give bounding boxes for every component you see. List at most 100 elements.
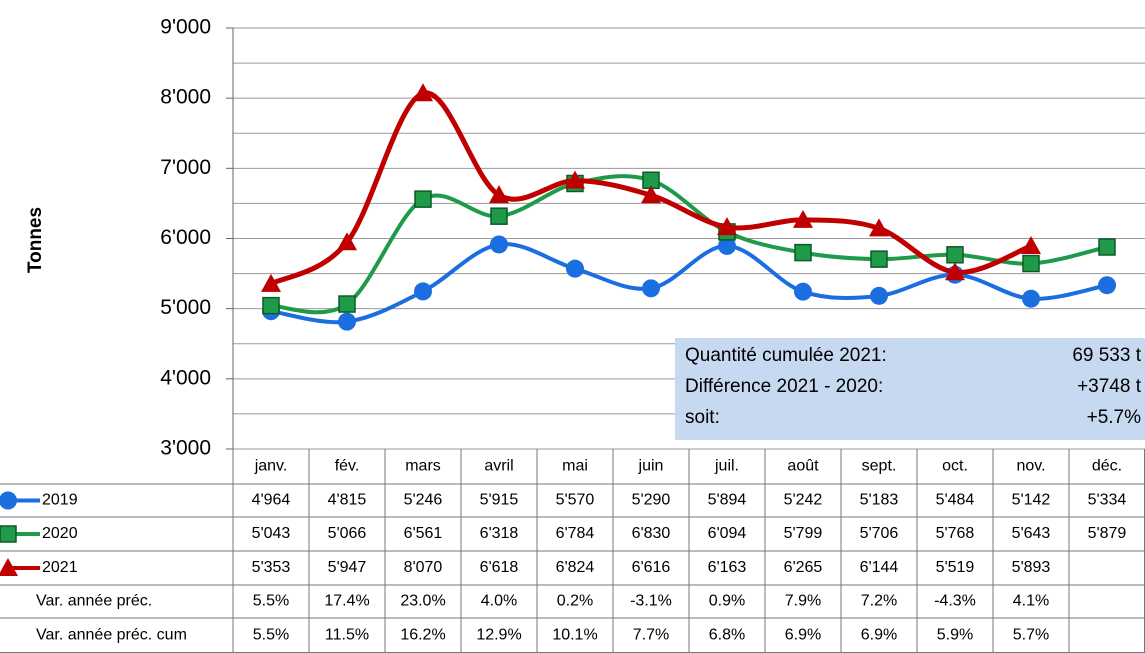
table-cell: 7.2%	[861, 593, 897, 610]
data-label: 6'318	[480, 525, 519, 542]
row-label: Var. année préc. cum	[36, 627, 187, 644]
legend-label: 2020	[42, 525, 78, 542]
x-tick-label: sept.	[862, 458, 897, 475]
data-label: 6'824	[556, 559, 595, 576]
data-point	[1022, 254, 1040, 273]
data-point	[490, 207, 508, 225]
legend-marker	[0, 525, 17, 543]
data-point	[338, 295, 356, 313]
table-cell: 4.0%	[481, 593, 517, 610]
table-cell: 0.2%	[557, 593, 593, 610]
table-cell: 23.0%	[400, 593, 445, 610]
data-point	[794, 282, 812, 301]
legend-label: 2021	[42, 559, 78, 576]
table-cell: 11.5%	[325, 627, 369, 644]
data-point	[566, 259, 584, 278]
data-label: 5'242	[784, 492, 823, 509]
table-cell: 5.5%	[253, 593, 289, 610]
data-label: 6'616	[632, 559, 671, 576]
table-cell: 6.8%	[709, 627, 745, 644]
data-label: 5'043	[252, 525, 291, 542]
data-point	[338, 312, 356, 331]
data-point	[414, 190, 432, 208]
data-label: 6'830	[632, 525, 671, 542]
data-point	[718, 236, 736, 255]
table-cell: 16.2%	[400, 627, 445, 644]
data-label: 4'815	[328, 492, 367, 509]
table-cell: 7.9%	[785, 593, 821, 610]
data-point	[946, 246, 964, 264]
annotation-value: +5.7%	[1087, 407, 1142, 428]
data-label: 5'768	[936, 525, 975, 542]
data-label: 5'799	[784, 525, 823, 542]
table-cell: 5.9%	[937, 627, 973, 644]
annotation-value: +3748 t	[1077, 376, 1142, 397]
table-cell: 10.1%	[552, 627, 597, 644]
data-label: 5'570	[556, 492, 595, 509]
legend-label: 2019	[42, 492, 78, 509]
data-point	[1021, 236, 1041, 255]
table-cell: 0.9%	[709, 593, 745, 610]
x-tick-label: janv.	[254, 458, 288, 475]
data-label: 5'893	[1012, 559, 1051, 576]
data-label: 6'561	[404, 525, 443, 542]
data-point	[945, 262, 965, 281]
data-point	[641, 185, 661, 204]
data-label: 5'246	[404, 492, 443, 509]
y-axis-label: Tonnes	[25, 207, 46, 273]
annotation-label: Différence 2021 - 2020:	[685, 376, 883, 397]
data-label: 5'066	[328, 525, 367, 542]
data-label: 5'290	[632, 492, 671, 509]
table-cell: 7.7%	[633, 627, 669, 644]
x-tick-label: nov.	[1016, 458, 1045, 475]
y-tick-label: 8'000	[160, 86, 211, 109]
data-point	[262, 296, 280, 315]
table-cell: 6.9%	[861, 627, 897, 644]
y-tick-label: 3'000	[160, 437, 211, 460]
data-label: 5'183	[860, 492, 899, 509]
data-label: 5'915	[480, 492, 519, 509]
y-tick-label: 7'000	[160, 156, 211, 179]
annotation-label: Quantité cumulée 2021:	[685, 345, 887, 366]
data-point	[414, 282, 432, 301]
data-point	[870, 286, 888, 305]
x-tick-label: août	[787, 458, 819, 475]
data-point	[489, 185, 509, 204]
data-point	[794, 243, 812, 262]
y-tick-label: 6'000	[160, 226, 211, 249]
data-point	[642, 279, 660, 298]
series-line	[270, 174, 1108, 315]
y-tick-label: 5'000	[160, 296, 211, 319]
data-point	[793, 209, 813, 228]
data-point	[413, 83, 433, 102]
data-label: 6'094	[708, 525, 747, 542]
x-tick-label: juil.	[714, 458, 739, 475]
data-label: 6'144	[860, 559, 899, 576]
data-label: 5'894	[708, 492, 747, 509]
table-cell: 5.5%	[253, 627, 289, 644]
series-line	[270, 242, 1108, 325]
data-label: 6'618	[480, 559, 519, 576]
data-label: 5'353	[252, 559, 291, 576]
table-cell: 4.1%	[1013, 593, 1049, 610]
data-label: 5'334	[1088, 492, 1127, 509]
data-label: 5'879	[1088, 525, 1127, 542]
data-point	[870, 250, 888, 268]
row-label: Var. année préc.	[36, 593, 152, 610]
data-label: 5'484	[936, 492, 975, 509]
x-tick-label: mai	[562, 458, 588, 475]
x-tick-label: fév.	[335, 458, 360, 475]
x-tick-label: oct.	[942, 458, 968, 475]
data-point	[490, 235, 508, 254]
x-tick-label: déc.	[1092, 458, 1122, 475]
annotation-label: soit:	[685, 407, 720, 428]
x-tick-label: avril	[484, 458, 513, 475]
annotation-box	[675, 338, 1145, 440]
data-label: 6'163	[708, 559, 747, 576]
legend-marker	[0, 558, 18, 576]
table-cell: 6.9%	[785, 627, 821, 644]
data-label: 5'643	[1012, 525, 1051, 542]
y-tick-label: 4'000	[160, 366, 211, 389]
annotation-value: 69 533 t	[1072, 345, 1141, 366]
